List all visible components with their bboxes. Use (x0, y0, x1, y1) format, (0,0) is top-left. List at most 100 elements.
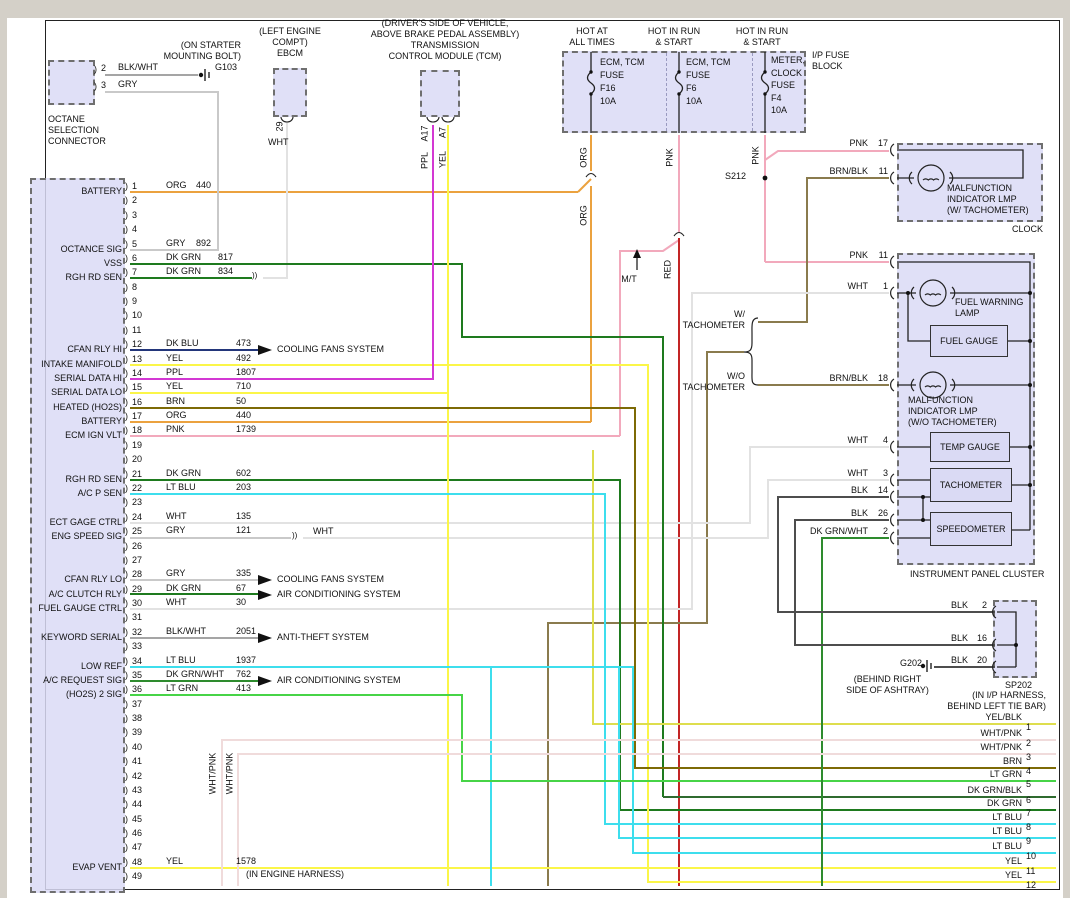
with-tachometer-label: W/ TACHOMETER (682, 309, 745, 330)
ecm-pin-1-number: 1 (132, 181, 138, 191)
ecm-pin-27-number: 27 (132, 555, 143, 565)
wire-wht-ebcm (263, 122, 288, 279)
ecm-pin-47-arc: ) (125, 842, 128, 852)
right-pin-3-color: WHT (847, 468, 869, 478)
ecm-pin-25-wire-color: GRY (166, 525, 186, 535)
connector-arc-icon (890, 255, 895, 269)
right-pin-2-number: 2 (882, 526, 888, 536)
ecm-pin-13-arc: ) (125, 354, 128, 364)
ecm-pin-14-arc: ) (125, 368, 128, 378)
ecm-pin-21-number: 21 (132, 469, 143, 479)
ecm-pin-29-number: 29 (132, 584, 143, 594)
ecm-pin-5-number: 5 (132, 239, 138, 249)
right-pin-4-color: WHT (847, 435, 869, 445)
ecm-pin-45-number: 45 (132, 814, 143, 824)
ecm-pin-32-target: ANTI-THEFT SYSTEM (277, 632, 369, 642)
harness-wire-10-color: LT BLU (992, 841, 1022, 851)
sp202-location: (IN I/P HARNESS, BEHIND LEFT TIE BAR) (947, 690, 1046, 711)
wire-whtpnk-row3 (237, 753, 1056, 886)
wire-ltblu-row9 (618, 667, 1056, 839)
wire-dkgrn-vss (130, 263, 664, 797)
harness-wire-7-color: DK GRN (986, 798, 1022, 808)
right-pin-17-number: 17 (877, 138, 888, 148)
ecm-pin-9-arc: ) (125, 296, 128, 306)
ecm-pin-12-target: COOLING FANS SYSTEM (277, 344, 385, 354)
fuel-gauge-box: FUEL GAUGE (930, 325, 1008, 357)
ecm-pin-25-arc: ) (125, 526, 128, 536)
right-pin-2-color: BLK (950, 600, 968, 610)
ip-fuse-block-label: I/P FUSE BLOCK (812, 50, 850, 71)
ecm-pin-38-number: 38 (132, 713, 143, 723)
fuel-warning-lamp-icon (910, 279, 956, 307)
ecm-pin-1-arc: ) (125, 181, 128, 191)
ecm-pin-5-name: OCTANCE SIG (60, 244, 122, 254)
right-pin-4-number: 4 (882, 435, 888, 445)
wire-dkgrn-rgh-rd-21 (130, 479, 1056, 811)
ecm-pin-11-arc: ) (125, 325, 128, 335)
right-pin-11-number: 11 (878, 250, 888, 260)
ecm-pin-7-name: RGH RD SEN (65, 272, 122, 282)
fuse-feed-2: HOT IN RUN & START (647, 26, 701, 47)
ecm-pin-8-number: 8 (132, 282, 138, 292)
ecm-pin-18-number: 18 (132, 425, 143, 435)
ecm-pin-21-name: RGH RD SEN (65, 474, 122, 484)
ecm-pin-8-arc: ) (125, 282, 128, 292)
ecm-pin-22-wire-color: LT BLU (166, 482, 196, 492)
ecm-pin-17-number: 17 (132, 411, 143, 421)
right-pin-14-color: BLK (850, 485, 868, 495)
ecm-pin-12-arc: ) (125, 339, 128, 349)
ecm-pin-5-gauge: 892 (196, 238, 212, 248)
harness-wire-6-color: DK GRN/BLK (967, 785, 1022, 795)
ecm-pin-30-number: 30 (132, 598, 143, 608)
connector-arc-icon (992, 660, 997, 674)
ecm-pin-28-number: 28 (132, 569, 143, 579)
ecm-pin-17-gauge: 440 (236, 410, 252, 420)
ecm-pin-34-name: LOW REF (80, 661, 122, 671)
rotated-wire-label: ORG (578, 147, 589, 168)
ecm-pin-13-wire-color: YEL (166, 353, 184, 363)
harness-wire-5-number: 5 (1026, 779, 1032, 789)
ecm-pin-13-number: 13 (132, 354, 143, 364)
wire-brn-heated (130, 407, 1056, 769)
ecm-pin-15-wire-color: YEL (166, 381, 184, 391)
wire-whtpnk-row2 (221, 739, 1056, 886)
wire-yel-intake (130, 364, 1056, 883)
s212-label: S212 (725, 171, 747, 181)
connector-arc-icon (890, 171, 895, 185)
wire-brnblk-clock-11 (758, 177, 889, 323)
harness-wire-8-number: 8 (1026, 822, 1032, 832)
ecm-pin-42-arc: ) (125, 771, 128, 781)
ecm-pin-5-arc: ) (125, 239, 128, 249)
ecm-pin-18-arc: ) (125, 425, 128, 435)
right-pin-11-color: BRN/BLK (829, 166, 868, 176)
connector-arc-icon (890, 513, 895, 527)
ecm-pin-31-arc: ) (125, 612, 128, 622)
ecm-pin-48-wire-color: YEL (166, 856, 184, 866)
octane-pin-arc: ) (94, 81, 97, 91)
ecm-pin-16-number: 16 (132, 397, 143, 407)
ebcm-title: (LEFT ENGINE COMPT) EBCM (259, 26, 321, 58)
ecm-pin-16-gauge: 50 (236, 396, 247, 406)
ecm-pin-19-arc: ) (125, 440, 128, 450)
ecm-pin-16-name: HEATED (HO2S) (53, 402, 122, 412)
ecm-pin-12-number: 12 (132, 339, 143, 349)
g202-label: G202 (899, 658, 922, 668)
g202-location: (BEHIND RIGHT SIDE OF ASHTRAY) (846, 674, 929, 695)
ecm-pin-36-number: 36 (132, 684, 143, 694)
ecm-pin-32-wire-color: BLK/WHT (166, 626, 207, 636)
ecm-pin-18-wire-color: PNK (166, 424, 185, 434)
ecm-pin-28-name: CFAN RLY LO (64, 574, 122, 584)
ecm-pin-17-name: BATTERY (81, 416, 122, 426)
rotated-wire-label: PPL (419, 152, 430, 170)
ecm-pin-34-wire-color: LT BLU (166, 655, 196, 665)
ecm-pin-27-arc: ) (125, 555, 128, 565)
ecm-pin-18-name: ECM IGN VLT (65, 430, 122, 440)
ecm-pin-17-wire-color: ORG (166, 410, 187, 420)
right-pin-18-number: 18 (877, 373, 888, 383)
ecm-pin-32-gauge: 2051 (236, 626, 257, 636)
ecm-connector-box (30, 178, 125, 893)
harness-wire-4-number: 4 (1026, 766, 1032, 776)
ecm-pin-34-arc: ) (125, 656, 128, 666)
wire-blk-tach-14 (777, 496, 995, 613)
